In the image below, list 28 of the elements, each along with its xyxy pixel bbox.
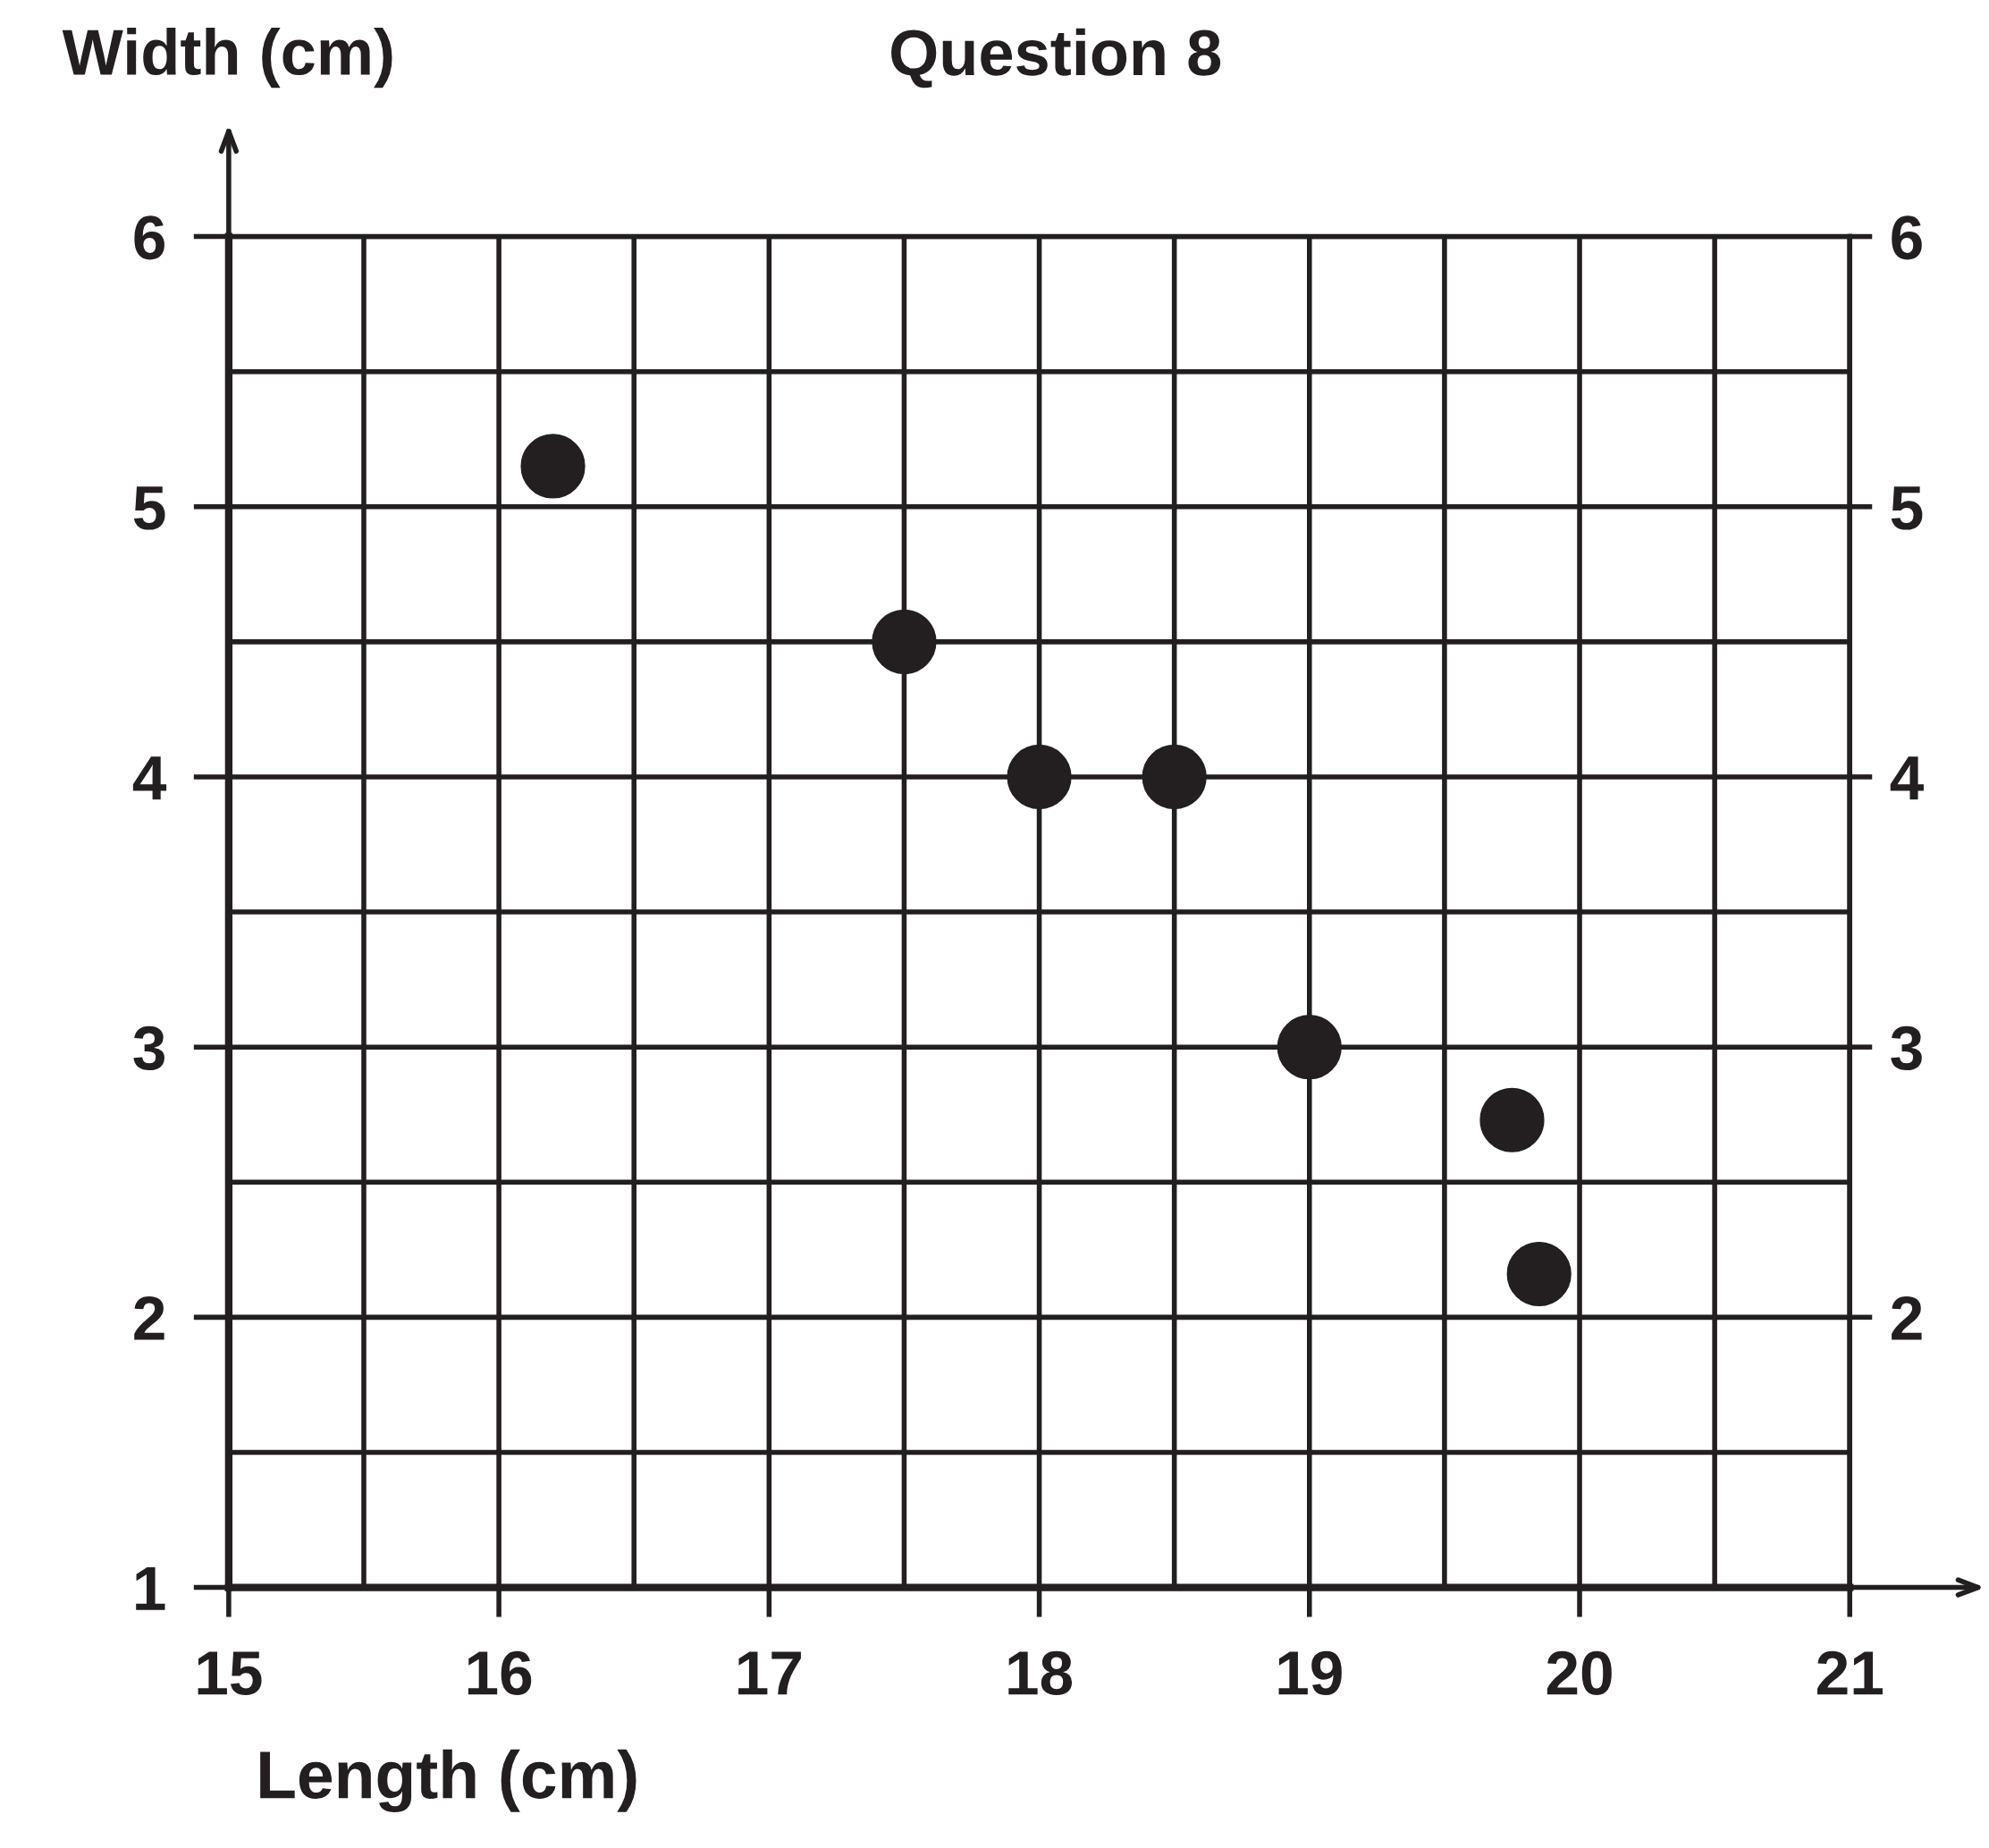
y-tick-label: 1 bbox=[136, 1566, 165, 1610]
chart-title: Question 8 bbox=[891, 28, 1221, 89]
y-axis-title: Width (cm) bbox=[62, 28, 392, 89]
x-tick-label: 16 bbox=[468, 1650, 532, 1696]
point bbox=[1506, 1241, 1572, 1307]
x-axis-title: Length (cm) bbox=[260, 1749, 636, 1813]
x-tick-label: 19 bbox=[1278, 1650, 1342, 1696]
y-tick-label: 6 bbox=[134, 215, 164, 260]
y-tick-label: 4 bbox=[132, 756, 167, 800]
x-tick-label: 18 bbox=[1008, 1650, 1073, 1696]
y2-tick-label: 4 bbox=[1890, 756, 1924, 800]
x-tick-label: 20 bbox=[1547, 1650, 1612, 1696]
point bbox=[1142, 744, 1207, 810]
y-tick-label: 3 bbox=[133, 1025, 164, 1071]
point bbox=[872, 609, 937, 674]
y2-tick-label: 3 bbox=[1891, 1025, 1922, 1071]
x-tick-label: 15 bbox=[198, 1651, 262, 1696]
x-tick-label: 21 bbox=[1817, 1650, 1883, 1695]
y2-tick-label: 2 bbox=[1892, 1296, 1922, 1340]
y2-tick-label: 6 bbox=[1892, 215, 1922, 260]
point bbox=[1479, 1087, 1545, 1152]
x-tick-label: 17 bbox=[738, 1651, 801, 1695]
y-tick-label: 5 bbox=[133, 486, 165, 530]
y2-tick-label: 5 bbox=[1891, 486, 1923, 530]
y-tick-label: 2 bbox=[134, 1296, 164, 1340]
point bbox=[520, 434, 586, 499]
point bbox=[1277, 1015, 1342, 1080]
point bbox=[1007, 744, 1072, 810]
